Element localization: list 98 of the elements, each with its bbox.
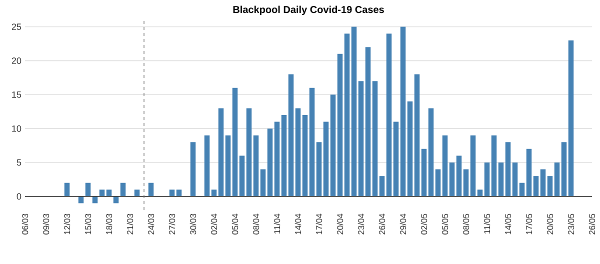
y-tick-label: 20 [12, 58, 22, 64]
bar [204, 135, 210, 196]
bar [407, 101, 413, 196]
bar [190, 142, 196, 196]
x-tick-label: 14/04 [294, 214, 302, 234]
bar [512, 162, 518, 196]
x-tick-label: 02/05 [420, 214, 428, 234]
bar [498, 162, 504, 196]
bar [85, 182, 91, 196]
bar [309, 88, 315, 196]
x-tick-label: 08/04 [252, 214, 260, 234]
bar [106, 190, 112, 196]
bar [281, 114, 287, 196]
bar [477, 190, 483, 196]
x-tick-label: 26/05 [588, 214, 596, 234]
bar [561, 142, 567, 196]
x-tick-label: 08/05 [462, 214, 470, 234]
bar [379, 176, 385, 196]
bar [547, 176, 553, 196]
x-tick-label: 09/03 [42, 214, 50, 234]
bar [323, 122, 329, 196]
bar [372, 81, 378, 196]
bar [169, 190, 175, 196]
bar [414, 74, 420, 196]
bar [470, 135, 476, 196]
bar [442, 135, 448, 196]
x-tick-label: 17/04 [316, 214, 322, 234]
bar [344, 34, 350, 196]
bar [365, 47, 371, 196]
bar [456, 156, 462, 196]
x-tick-label: 02/04 [210, 214, 218, 234]
y-tick-label: 15 [12, 91, 22, 98]
x-tick-label: 23/04 [358, 214, 364, 234]
bar [435, 169, 441, 196]
bar [386, 34, 392, 196]
bar [330, 94, 336, 196]
y-tick-label: 5 [16, 159, 22, 166]
bar [554, 162, 560, 196]
bar [533, 176, 539, 196]
x-tick-label: 30/03 [190, 214, 196, 234]
x-tick-label: 14/05 [504, 214, 512, 234]
bar [358, 81, 364, 196]
bar [120, 182, 126, 196]
bar [218, 108, 224, 196]
x-tick-label: 29/04 [400, 214, 406, 234]
y-tick-label: 10 [12, 125, 22, 132]
bar [393, 122, 399, 196]
bar [351, 26, 357, 196]
bar [302, 114, 308, 196]
bar [428, 108, 434, 196]
bar [64, 182, 70, 196]
bar [316, 142, 322, 196]
bar [232, 88, 238, 196]
bar [519, 182, 525, 196]
x-tick-label: 15/03 [84, 214, 92, 234]
bar [134, 190, 140, 196]
bar [337, 54, 343, 196]
x-tick-label: 20/04 [336, 214, 344, 234]
x-tick-label: 20/05 [546, 214, 554, 234]
bar [484, 162, 490, 196]
bar [288, 74, 294, 196]
bar [421, 148, 427, 196]
bar [505, 142, 511, 196]
x-tick-label: 12/03 [64, 214, 70, 234]
bar [148, 182, 154, 196]
x-tick-label: 24/03 [148, 214, 154, 234]
bar [463, 169, 469, 196]
x-tick-label: 18/03 [106, 214, 112, 234]
bar [400, 26, 406, 196]
x-tick-label: 23/05 [568, 214, 574, 234]
bar [491, 135, 497, 196]
bar [540, 169, 546, 196]
bar [246, 108, 252, 196]
bar [176, 190, 182, 196]
bar [526, 148, 532, 196]
x-tick-label: 05/05 [442, 214, 448, 234]
x-tick-label: 11/05 [484, 214, 490, 234]
bar [239, 156, 245, 196]
x-tick-label: 06/03 [22, 214, 28, 234]
bar [211, 190, 217, 196]
y-tick-label: 0 [16, 193, 22, 200]
x-tick-label: 21/03 [126, 214, 134, 234]
x-tick-label: 05/04 [232, 214, 238, 234]
x-tick-label: 17/05 [526, 214, 532, 234]
bar [267, 128, 273, 196]
chart-title: Blackpool Daily Covid-19 Cases [233, 6, 384, 16]
bar [568, 40, 574, 196]
bar [260, 169, 266, 196]
bar [295, 108, 301, 196]
bar [253, 135, 259, 196]
y-tick-label: 25 [12, 24, 22, 30]
x-tick-label: 26/04 [378, 214, 386, 234]
bar [274, 122, 280, 196]
bar [99, 190, 105, 196]
bar [225, 135, 231, 196]
bar [449, 162, 455, 196]
x-tick-label: 11/04 [274, 214, 280, 234]
x-tick-label: 27/03 [168, 214, 176, 234]
